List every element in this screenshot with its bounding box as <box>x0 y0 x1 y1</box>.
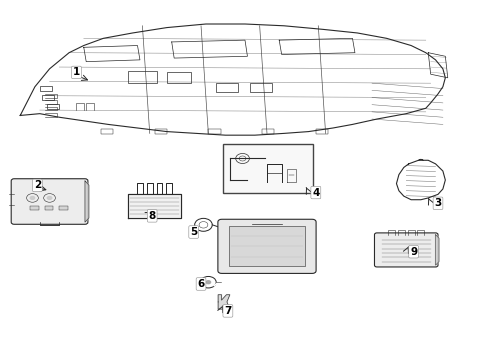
Bar <box>250 83 272 92</box>
Bar <box>40 86 52 91</box>
Circle shape <box>47 196 52 200</box>
Bar <box>167 72 191 83</box>
Text: 9: 9 <box>410 247 417 257</box>
Circle shape <box>29 196 35 200</box>
Bar <box>216 83 238 92</box>
Bar <box>128 71 157 83</box>
Polygon shape <box>85 181 89 222</box>
Bar <box>229 226 305 266</box>
Bar <box>155 129 167 134</box>
FancyBboxPatch shape <box>11 179 88 224</box>
Text: 4: 4 <box>312 188 319 198</box>
Bar <box>223 144 314 193</box>
Text: 6: 6 <box>197 279 205 289</box>
Bar <box>101 129 113 134</box>
Bar <box>42 95 54 100</box>
Bar <box>47 104 59 109</box>
Bar <box>208 129 220 134</box>
Text: 5: 5 <box>190 227 197 237</box>
Bar <box>316 129 328 134</box>
Bar <box>262 129 274 134</box>
Polygon shape <box>436 235 439 265</box>
Polygon shape <box>218 295 230 309</box>
Text: 8: 8 <box>148 211 156 221</box>
Circle shape <box>205 280 211 284</box>
Text: 2: 2 <box>34 180 41 190</box>
Bar <box>59 206 68 211</box>
Polygon shape <box>128 194 181 218</box>
Text: 7: 7 <box>224 306 232 316</box>
FancyBboxPatch shape <box>374 233 438 267</box>
FancyBboxPatch shape <box>218 219 316 273</box>
Bar <box>45 206 53 211</box>
Text: 1: 1 <box>73 67 80 77</box>
Bar <box>30 206 39 211</box>
Text: 3: 3 <box>434 198 441 208</box>
